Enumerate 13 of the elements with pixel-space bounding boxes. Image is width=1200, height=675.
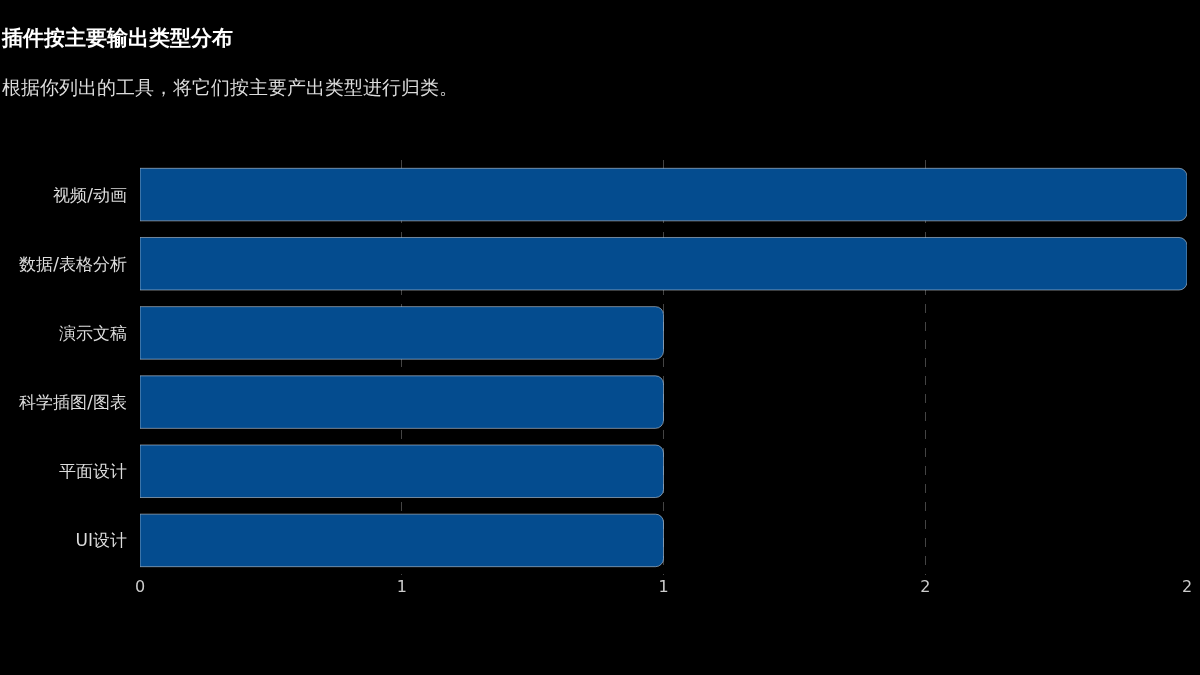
x-tick-label: 1	[396, 577, 407, 596]
y-tick-label: 视频/动画	[53, 184, 127, 205]
chart-title: 插件按主要输出类型分布	[1, 26, 233, 51]
y-tick-label: 演示文稿	[59, 322, 127, 343]
x-tick-label: 1	[658, 577, 669, 596]
y-tick-label: 数据/表格分析	[19, 253, 127, 274]
x-tick-label: 2	[1181, 577, 1193, 596]
x-tick-label: 2	[920, 577, 931, 596]
x-tick-label: 0	[134, 577, 146, 596]
chart-subtitle: 根据你列出的工具，将它们按主要产出类型进行归类。	[2, 75, 458, 98]
y-tick-label: 平面设计	[59, 461, 127, 482]
y-tick-label: UI设计	[75, 530, 127, 551]
y-tick-label: 科学插图/图表	[19, 392, 127, 413]
